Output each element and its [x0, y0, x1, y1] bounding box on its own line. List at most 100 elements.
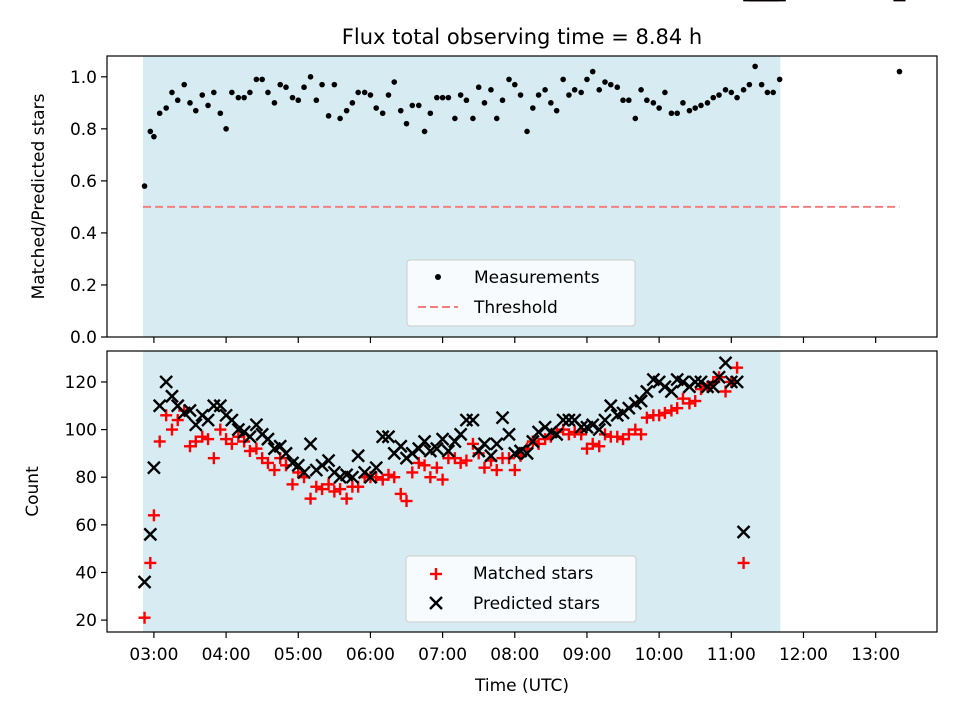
matched-star-marker	[316, 483, 329, 496]
measurement-point	[584, 76, 590, 83]
predicted-star-marker	[598, 413, 612, 427]
measurement-point	[217, 110, 224, 117]
predicted-star-marker	[249, 417, 264, 432]
matched-star-marker	[412, 456, 425, 469]
measurement-points	[141, 63, 903, 189]
matched-star-marker	[394, 487, 407, 500]
measurement-point	[192, 107, 199, 114]
measurement-point	[626, 97, 632, 104]
predicted-star-marker	[417, 434, 432, 449]
matched-star-marker	[171, 414, 184, 427]
matched-star-marker	[466, 437, 479, 450]
matched-star-marker	[268, 464, 281, 477]
bottom-y-ticks: 20 40 60 80 100 120	[65, 373, 107, 631]
matched-star-marker	[568, 425, 581, 438]
matched-star-marker	[400, 495, 413, 508]
predicted-star-marker	[213, 398, 228, 413]
measurement-point	[331, 81, 338, 88]
x-tick-label: 03:00	[129, 645, 178, 665]
measurement-point	[397, 107, 404, 114]
predicted-star-marker	[466, 413, 480, 427]
measurement-point	[147, 128, 154, 135]
matched-star-marker	[340, 492, 353, 505]
matched-star-marker	[490, 464, 503, 477]
predicted-star-marker	[502, 427, 516, 442]
predicted-star-marker	[297, 465, 311, 480]
predicted-star-marker	[736, 525, 751, 539]
predicted-star-marker	[556, 413, 570, 427]
predicted-star-marker	[525, 434, 540, 449]
y-tick-label: 0.6	[70, 172, 97, 192]
measurement-point	[367, 92, 374, 98]
predicted-star-marker	[489, 437, 504, 451]
measurement-point	[488, 87, 494, 93]
measurement-point	[710, 94, 717, 101]
matched-star-marker	[243, 445, 256, 458]
measurement-point	[614, 84, 621, 91]
threshold-legend-label: Threshold	[473, 298, 558, 318]
matched-star-marker	[250, 442, 263, 455]
measurement-point	[650, 100, 657, 106]
measurement-point	[752, 63, 758, 70]
predicted-star-marker	[137, 575, 152, 589]
measurement-point	[535, 92, 542, 98]
matched-star-marker	[207, 452, 220, 465]
measurement-point	[325, 113, 332, 119]
matched-star-marker	[153, 435, 166, 448]
predicted-star-marker	[351, 448, 366, 463]
predicted-star-marker	[279, 446, 293, 461]
bottom-axes-frame	[106, 350, 938, 633]
measurement-point	[542, 87, 548, 93]
matched-star-marker	[286, 478, 299, 491]
predicted-star-marker	[405, 446, 420, 461]
measurement-point	[379, 110, 386, 117]
measurement-point	[740, 87, 747, 93]
matched-star-marker	[261, 456, 274, 469]
measurement-point	[141, 183, 148, 189]
measurement-point	[373, 105, 380, 111]
measurement-point	[295, 97, 302, 104]
predicted-star-marker	[393, 439, 408, 454]
measurement-point	[530, 105, 536, 111]
measurement-point	[427, 110, 434, 117]
measurement-point	[620, 97, 626, 104]
measurement-point	[151, 133, 157, 140]
measurement-point	[662, 89, 668, 96]
measurement-point	[229, 89, 235, 96]
matched-star-marker	[731, 361, 744, 374]
top-legend-box	[406, 259, 636, 327]
y-tick-label: 60	[75, 516, 97, 536]
measurement-point	[205, 102, 211, 109]
predicted-star-marker	[531, 425, 546, 439]
matched-star-marker	[225, 437, 238, 450]
bottom-legend: Matched stars Predicted stars	[405, 555, 637, 623]
predicted-star-marker	[706, 379, 721, 394]
measurement-point	[319, 81, 325, 88]
predicted-star-marker	[724, 375, 739, 389]
matched-star-marker	[683, 397, 696, 410]
measurement-point	[644, 97, 650, 104]
matched-star-marker	[304, 492, 317, 505]
predicted-star-marker	[603, 398, 618, 413]
matched-star-marker	[328, 485, 341, 498]
measurement-point	[734, 94, 740, 101]
matched-star-marker	[138, 611, 151, 624]
matched-star-marker	[671, 402, 684, 415]
top-y-ticks: 0.0 0.2 0.4 0.6 0.8 1.0	[70, 68, 107, 348]
measurement-point	[475, 84, 482, 91]
matched-star-marker	[418, 459, 431, 472]
measurement-point	[301, 84, 307, 91]
predicted-star-marker	[688, 375, 703, 389]
bottom-x-ticks: 03:00 04:00 05:00 06:00 07:00 08:00 09:00 10:00…	[129, 632, 900, 665]
predicted-star-marker	[658, 379, 672, 394]
measurement-point	[156, 110, 163, 117]
matched-star-marker	[388, 471, 401, 484]
measurement-point	[560, 76, 566, 83]
matched-star-marker	[424, 471, 437, 484]
measurement-point	[199, 92, 206, 98]
measurement-point	[283, 84, 289, 91]
measurement-point	[253, 76, 260, 83]
predicted-star-marker	[718, 356, 733, 370]
predicted-star-marker	[453, 427, 468, 442]
